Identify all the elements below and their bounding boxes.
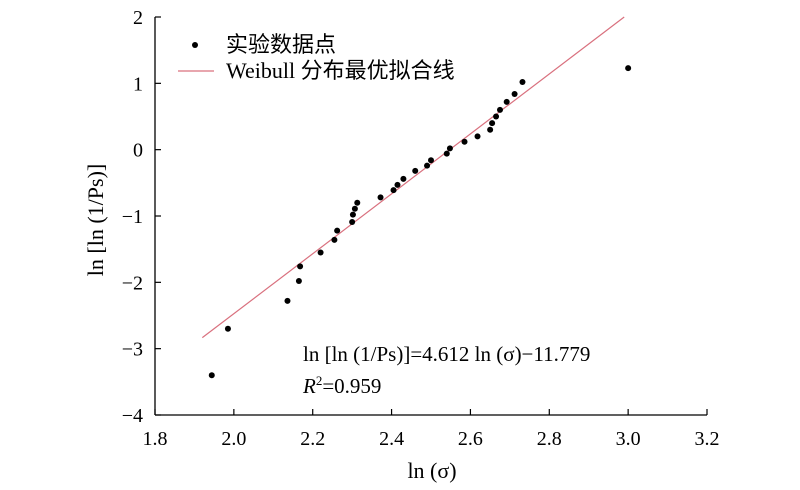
data-points-layer xyxy=(208,65,632,379)
legend-label-fit-line: Weibull 分布最优拟合线 xyxy=(226,58,455,83)
data-point xyxy=(424,162,431,169)
data-point xyxy=(354,199,361,206)
data-point xyxy=(412,167,419,174)
x-tick-label: 1.8 xyxy=(143,428,168,450)
y-tick-label: −1 xyxy=(122,206,143,228)
data-point xyxy=(487,126,494,133)
data-point xyxy=(474,133,481,140)
y-tick-label: 1 xyxy=(133,73,143,95)
data-point xyxy=(497,106,503,113)
x-tick-label: 2.2 xyxy=(300,428,325,450)
data-point xyxy=(295,278,302,285)
data-point xyxy=(334,227,341,234)
data-point xyxy=(224,325,231,332)
data-point xyxy=(519,79,526,86)
annotations: ln [ln (1/Ps)]=4.612 ln (σ)−11.779 R2=0.… xyxy=(302,342,590,398)
data-point xyxy=(428,157,434,164)
data-point xyxy=(443,150,450,157)
x-tick-label: 2.4 xyxy=(379,428,404,450)
data-point xyxy=(297,263,304,270)
y-tick-label: −2 xyxy=(122,272,143,294)
legend: 实验数据点 Weibull 分布最优拟合线 xyxy=(178,32,455,83)
r-squared-sup: 2 xyxy=(316,373,323,388)
data-point xyxy=(390,187,397,194)
x-tick-label: 2.8 xyxy=(537,428,562,450)
data-point xyxy=(377,194,384,201)
data-point xyxy=(489,120,496,127)
data-point xyxy=(511,90,518,97)
r-squared: R2=0.959 xyxy=(302,373,381,398)
data-point xyxy=(400,175,407,182)
fit-line xyxy=(201,16,625,339)
data-point xyxy=(493,113,500,120)
data-point xyxy=(284,297,291,304)
y-tick-label: 2 xyxy=(133,7,143,29)
data-point xyxy=(317,249,324,256)
fit-equation: ln [ln (1/Ps)]=4.612 ln (σ)−11.779 xyxy=(303,342,590,366)
r-squared-symbol: R xyxy=(302,374,316,398)
data-point xyxy=(349,211,356,218)
x-tick-label: 2.0 xyxy=(221,428,246,450)
data-point xyxy=(349,218,356,225)
data-point xyxy=(394,181,401,188)
fit-line-layer xyxy=(201,16,625,339)
legend-label-points: 实验数据点 xyxy=(226,32,336,57)
data-point xyxy=(331,236,338,243)
r-squared-value: =0.959 xyxy=(322,374,381,398)
y-tick-label: −4 xyxy=(122,405,143,427)
data-point xyxy=(503,98,510,105)
x-tick-label: 3.0 xyxy=(616,428,641,450)
legend-marker-points xyxy=(192,42,198,48)
data-point xyxy=(351,205,358,212)
x-axis-title: ln (σ) xyxy=(407,458,456,483)
ticks: 1.8 2.0 2.2 2.4 2.6 2.8 3.0 3.2 2 1 0 −1 −2 −3 −4 xyxy=(122,7,720,450)
data-point xyxy=(625,65,632,72)
y-tick-label: −3 xyxy=(122,339,143,361)
y-tick-label: 0 xyxy=(133,140,143,162)
data-point xyxy=(461,138,468,145)
y-axis-title: ln [ln (1/Ps)] xyxy=(83,164,108,276)
x-tick-label: 2.6 xyxy=(458,428,483,450)
x-tick-label: 3.2 xyxy=(695,428,720,450)
data-point xyxy=(446,145,453,152)
data-point xyxy=(208,372,215,379)
